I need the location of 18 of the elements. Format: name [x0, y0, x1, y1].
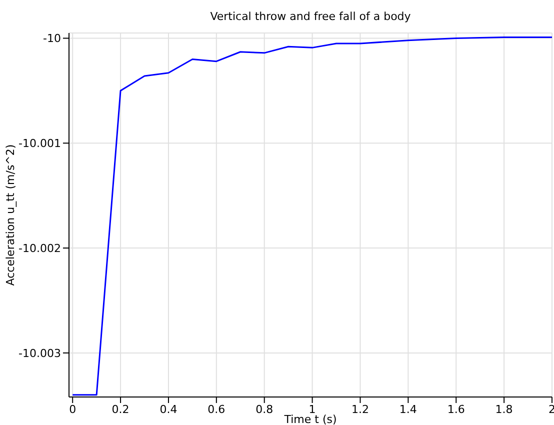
- x-tick-label: 1.6: [447, 402, 465, 416]
- y-axis-title: Acceleration u_tt (m/s^2): [4, 144, 17, 286]
- y-tick-label: -10.002: [18, 242, 61, 255]
- x-tick-label: 1.4: [399, 402, 417, 416]
- x-tick-label: 1.8: [495, 402, 513, 416]
- x-tick-label: 1.2: [351, 402, 369, 416]
- x-tick-label: 0: [69, 402, 76, 416]
- chart-title: Vertical throw and free fall of a body: [209, 10, 412, 23]
- y-tick-label: -10.001: [18, 137, 61, 150]
- x-tick-label: 0.4: [160, 402, 178, 416]
- x-tick-label: 1: [308, 402, 316, 416]
- line-series: [72, 36, 552, 396]
- x-tick-label: 0.8: [256, 402, 274, 416]
- y-tick-label: -10.003: [18, 346, 61, 360]
- x-axis-title: Time t (s): [283, 413, 337, 425]
- x-tick-label: 0.6: [208, 402, 226, 416]
- y-tick-label: -10: [43, 32, 61, 46]
- x-tick-label: 0.2: [112, 402, 130, 416]
